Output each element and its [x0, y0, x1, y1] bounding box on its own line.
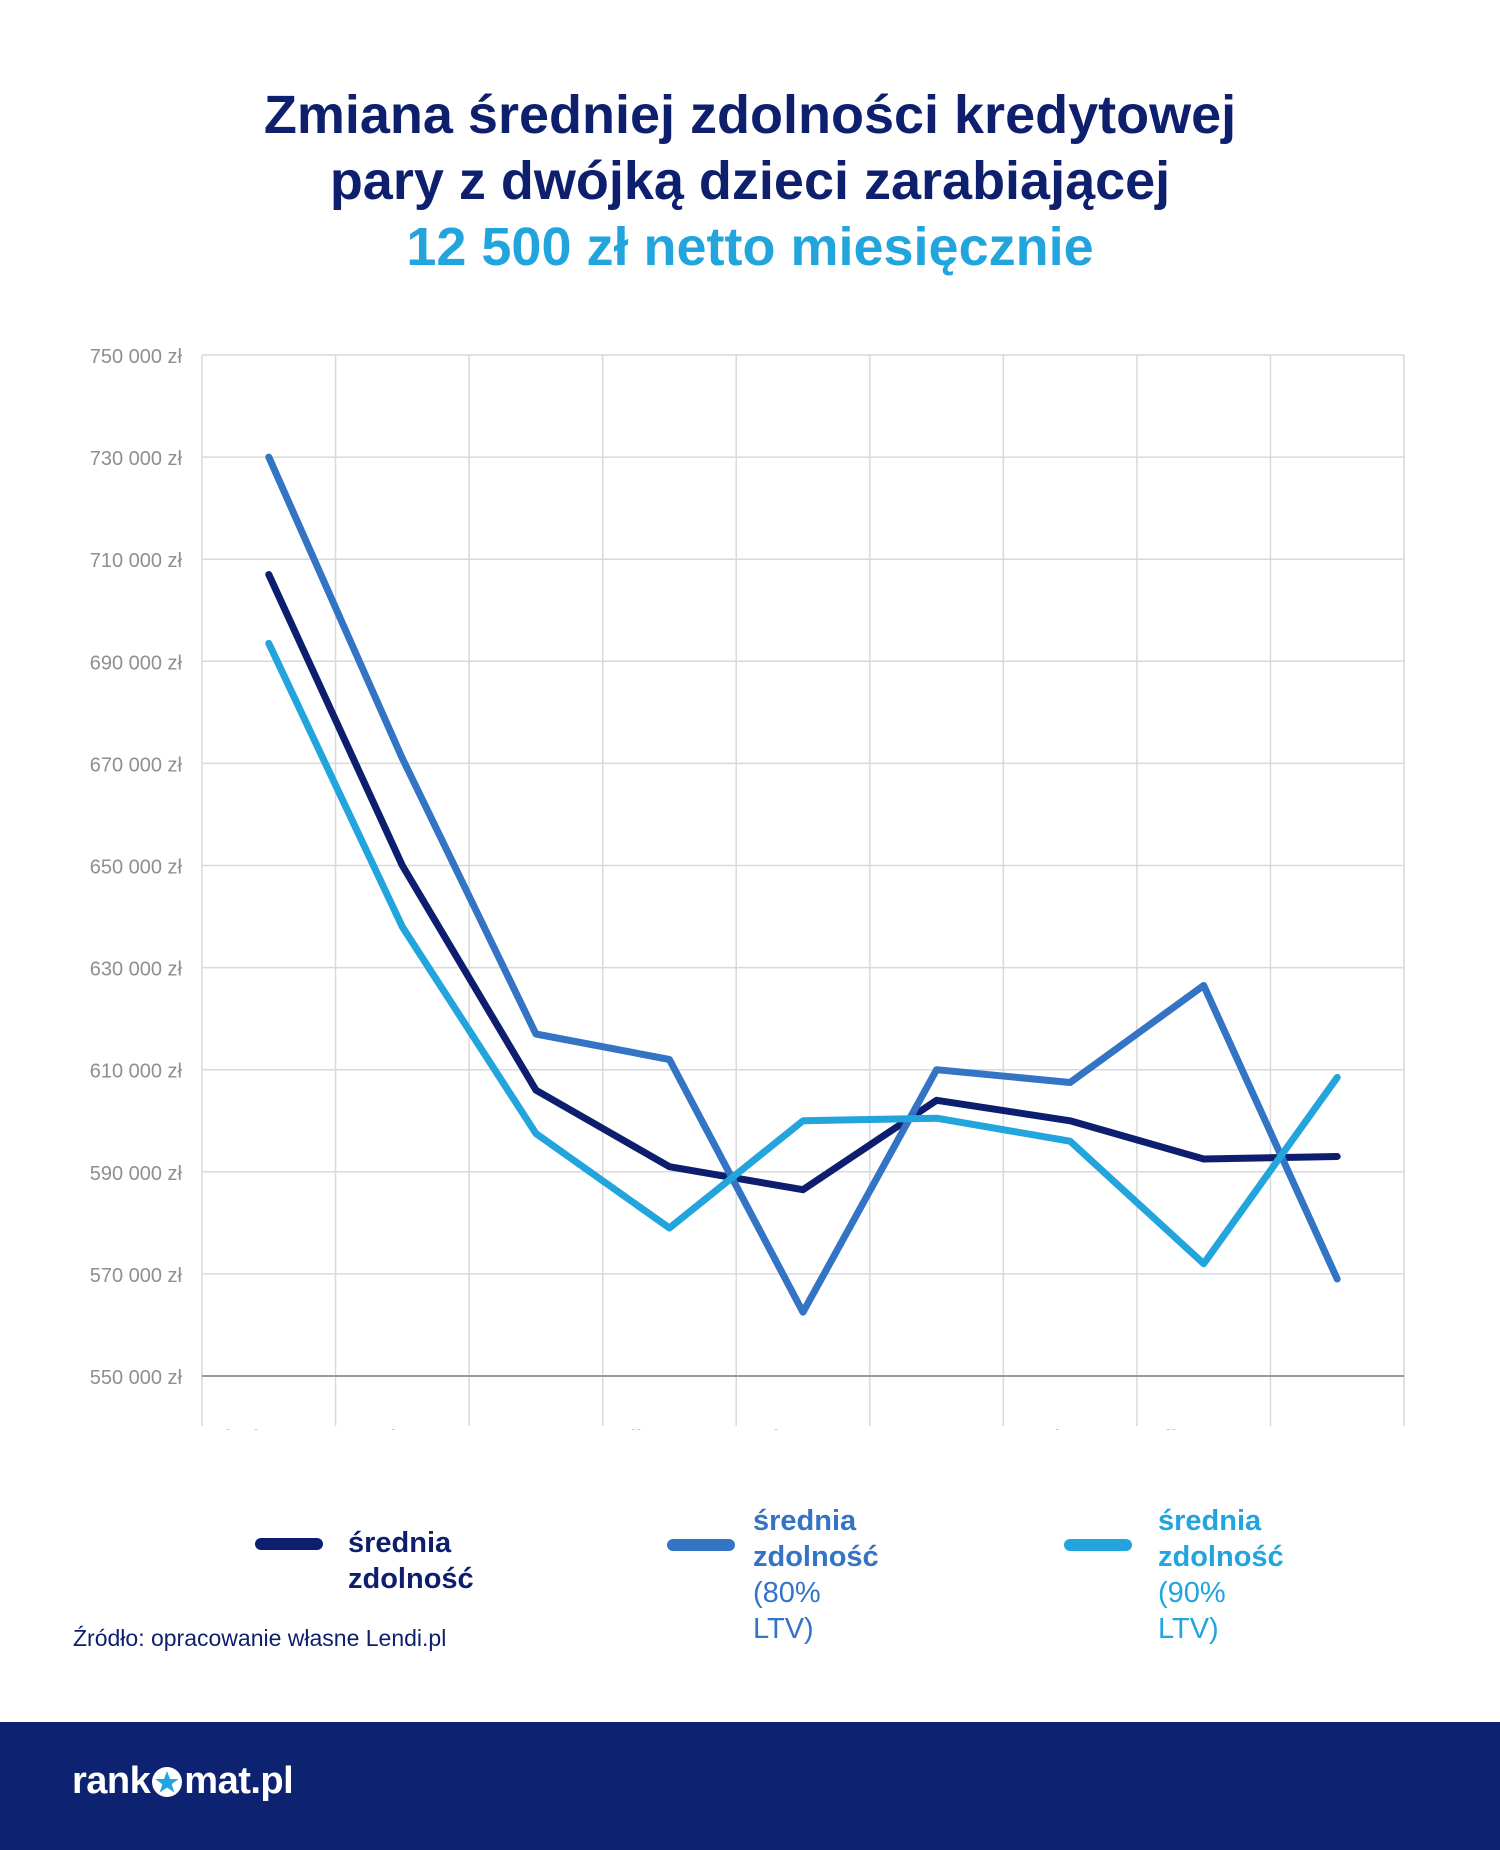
y-tick-label: 570 000 zł	[90, 1265, 183, 1287]
y-tick-label: 630 000 zł	[90, 959, 183, 981]
y-tick-label: 610 000 zł	[90, 1061, 183, 1083]
legend-swatch-90-ltv	[1064, 1539, 1132, 1551]
y-tick-label: 650 000 zł	[90, 857, 183, 879]
x-tick-label: sie. 22 r.	[762, 1427, 845, 1430]
x-tick-label: lip. 22 r.	[630, 1427, 708, 1430]
y-tick-label: 670 000 zł	[90, 754, 183, 776]
x-tick-label: cze. 22 r.	[492, 1427, 580, 1430]
series-line-0	[265, 571, 1341, 1194]
legend-label-80-ltv: średnia zdolność (80% LTV)	[753, 1505, 879, 1645]
source-note: Źródło: opracowanie własne Lendi.pl	[73, 1625, 447, 1651]
x-tick-label: maj 22 r.	[360, 1427, 444, 1430]
x-tick-label: paź. 22 r.	[1026, 1427, 1115, 1430]
legend-label-srednia: średnia zdolność	[348, 1527, 474, 1595]
x-tick-label: gru. 22 r.	[1293, 1427, 1381, 1430]
x-tick-label: kwi. 22 r.	[225, 1427, 313, 1430]
y-tick-label: 690 000 zł	[90, 652, 183, 674]
title-line-1: Zmiana średniej zdolności kredytowej	[263, 85, 1237, 145]
x-tick-label: wrz. 22 r.	[891, 1427, 981, 1430]
footer-bar: rank mat.pl	[0, 1722, 1500, 1850]
y-tick-label: 730 000 zł	[90, 448, 183, 470]
series-line-2	[265, 639, 1341, 1268]
title-line-2: pary z dwójką dzieci zarabiającej	[329, 151, 1171, 211]
title-line-3: 12 500 zł netto miesięcznie	[406, 217, 1094, 277]
y-tick-label: 590 000 zł	[90, 1163, 183, 1185]
series-line-1	[265, 453, 1341, 1316]
legend-swatch-srednia	[255, 1538, 323, 1550]
rankomat-logo[interactable]: rank mat.pl	[72, 1760, 294, 1802]
y-tick-label: 710 000 zł	[90, 550, 183, 572]
legend-label-90-ltv: średnia zdolność (90% LTV)	[1158, 1505, 1284, 1645]
legend-swatch-80-ltv	[667, 1539, 735, 1551]
line-chart: 550 000 zł 570 000 zł 590 000 zł 610 000 zł…	[90, 346, 1405, 1430]
x-tick-label: lis. 22 r.	[1165, 1427, 1242, 1430]
chart-title: Zmiana średniej zdolności kredytowej par…	[0, 82, 1500, 280]
y-tick-label: 550 000 zł	[90, 1367, 183, 1389]
star-icon	[152, 1766, 183, 1797]
y-tick-label: 750 000 zł	[90, 346, 183, 368]
